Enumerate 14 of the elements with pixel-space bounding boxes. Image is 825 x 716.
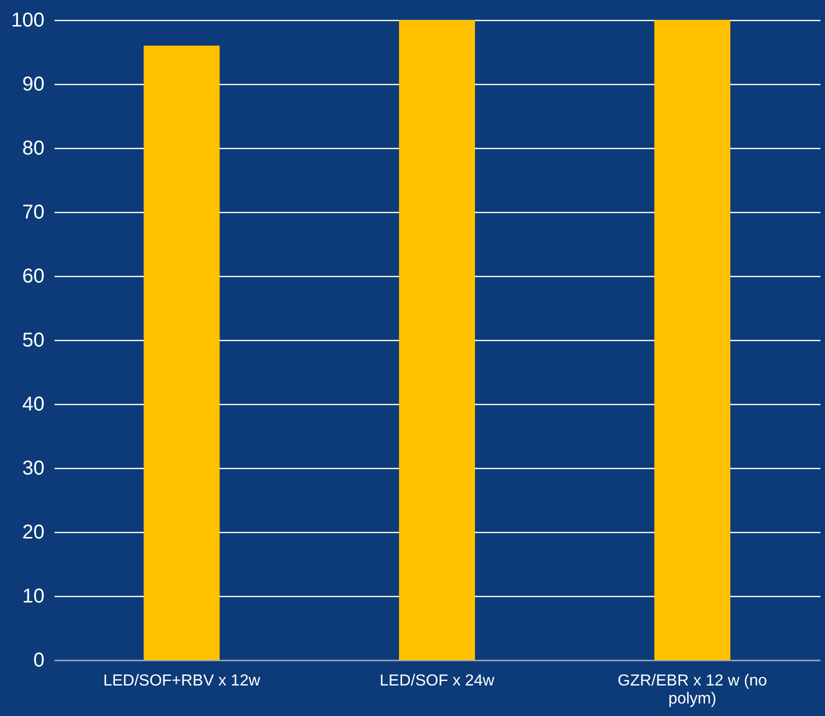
y-tick-label: 10: [22, 586, 44, 608]
y-tick-label: 20: [22, 522, 44, 544]
x-tick-label: LED/SOF+RBV x 12w: [103, 672, 261, 690]
y-tick-label: 80: [22, 138, 44, 160]
x-tick-label: LED/SOF x 24w: [380, 672, 495, 690]
y-tick-label: 50: [22, 330, 44, 352]
y-tick-label: 60: [22, 266, 44, 288]
y-tick-label: 100: [11, 10, 44, 32]
y-tick-label: 0: [33, 650, 44, 672]
y-tick-label: 40: [22, 394, 44, 416]
y-tick-label: 30: [22, 458, 44, 480]
y-tick-label: 90: [22, 74, 44, 96]
y-tick-label: 70: [22, 202, 44, 224]
x-tick-label: GZR/EBR x 12 w (no polym): [618, 672, 768, 708]
